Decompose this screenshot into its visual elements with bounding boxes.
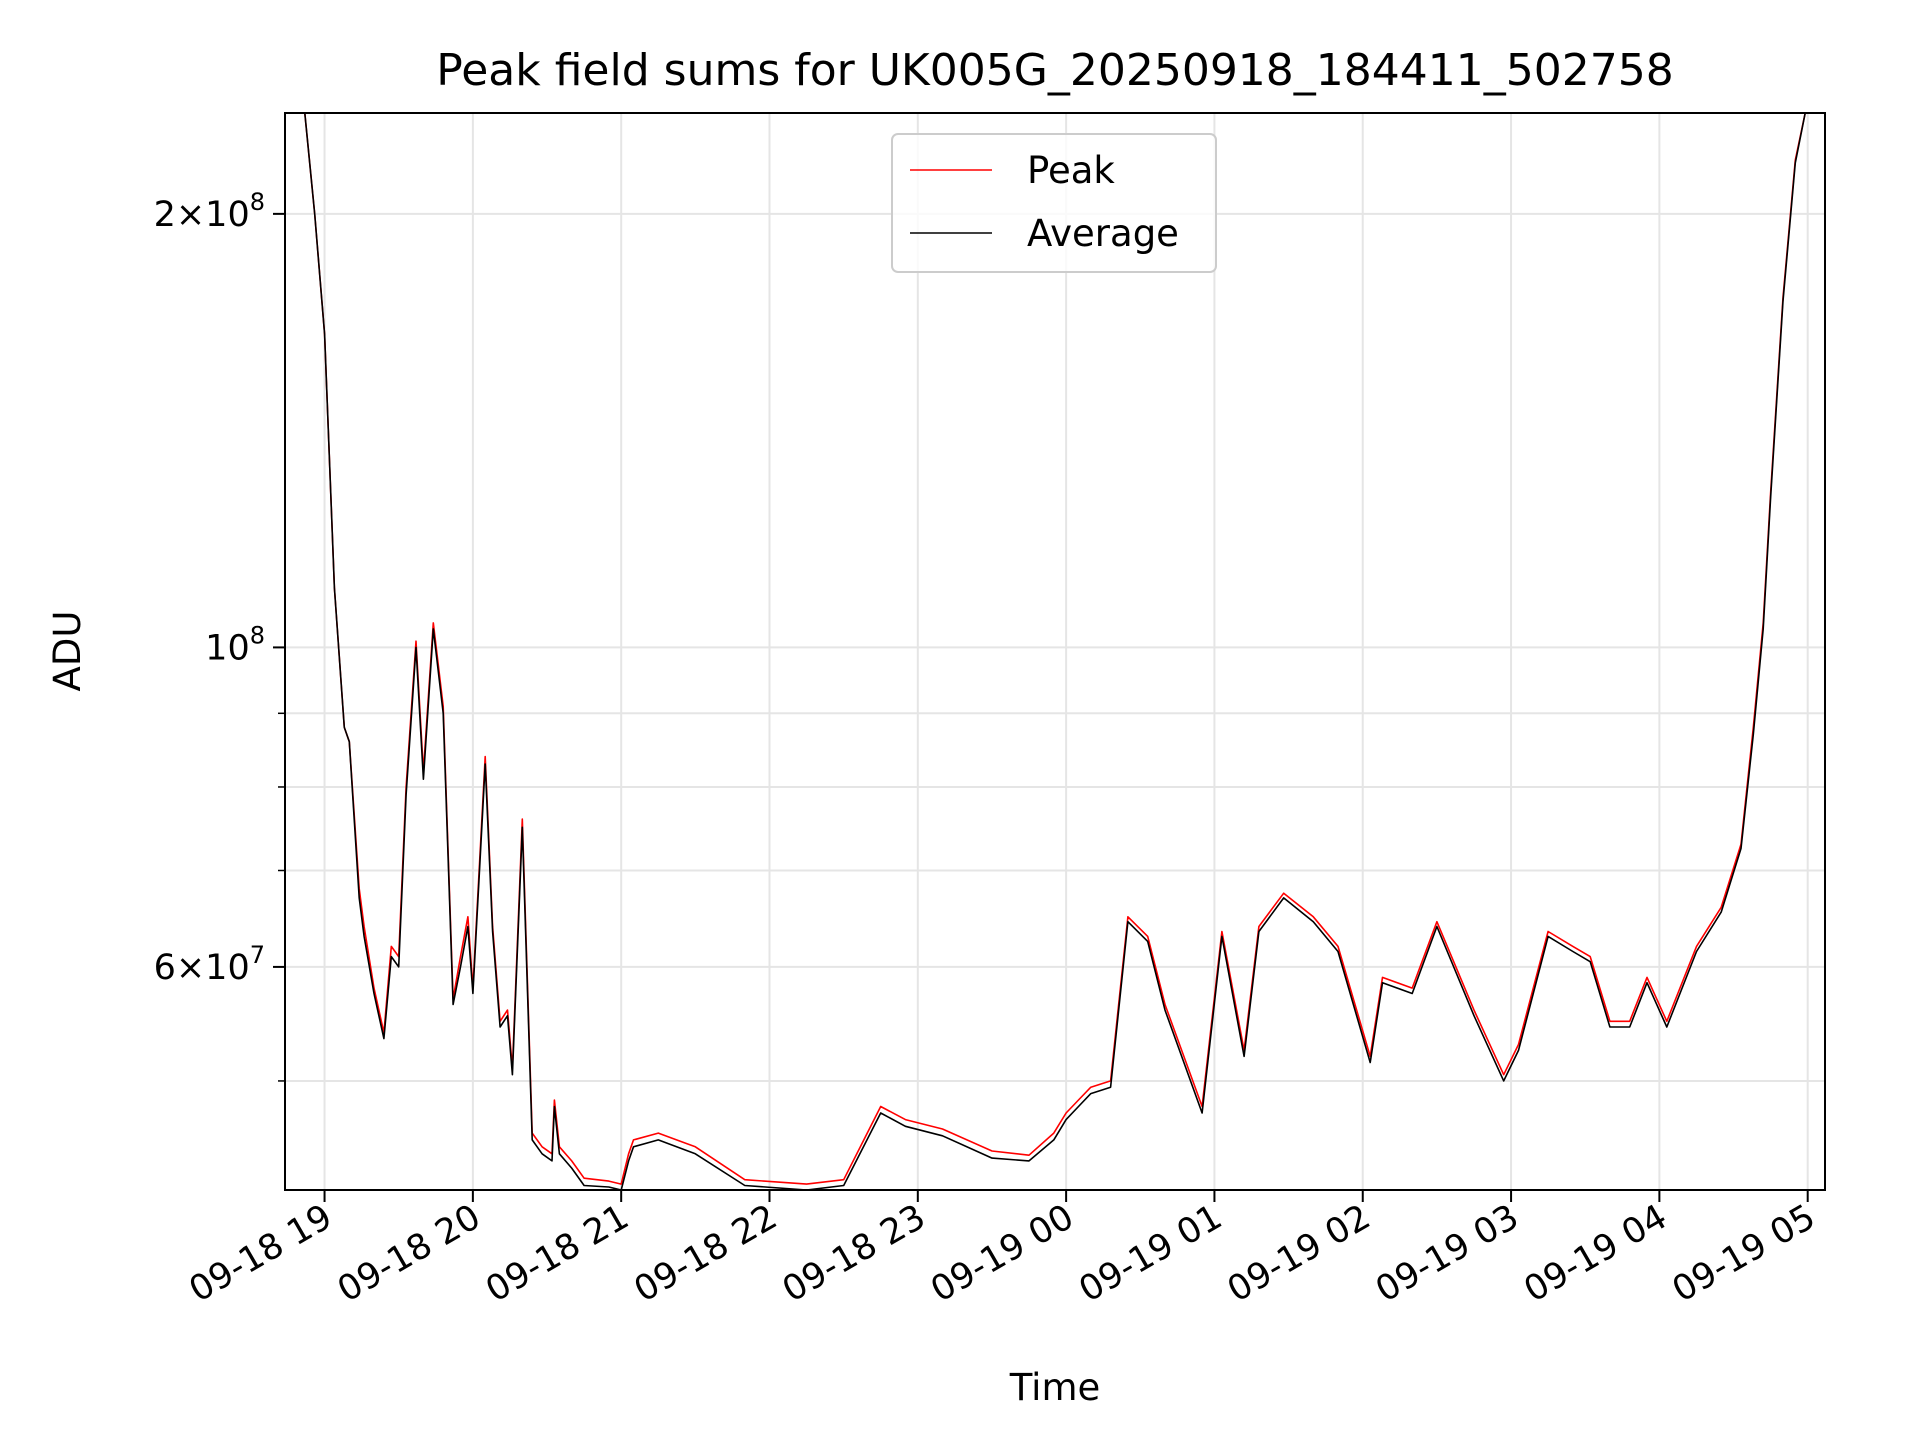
- y-tick-label: 108: [205, 621, 265, 668]
- x-axis-label: Time: [1009, 1366, 1101, 1409]
- legend-label-average: Average: [1027, 212, 1179, 255]
- legend-label-peak: Peak: [1027, 149, 1115, 192]
- series-line-average: [285, 113, 1821, 1190]
- y-tick-label: 6×107: [154, 941, 265, 988]
- legend: Peak Average: [891, 133, 1217, 273]
- plot-frame: [284, 112, 1826, 1191]
- chart-title: Peak field sums for UK005G_20250918_1844…: [436, 45, 1673, 96]
- y-tick-label: 2×108: [154, 188, 265, 235]
- series-lines: [285, 113, 1821, 1190]
- y-axis-label: ADU: [46, 611, 89, 692]
- legend-box: [891, 133, 1217, 273]
- grid-lines: [285, 113, 1825, 1190]
- y-axis-ticks: 2×108 108 6×107: [154, 188, 285, 1082]
